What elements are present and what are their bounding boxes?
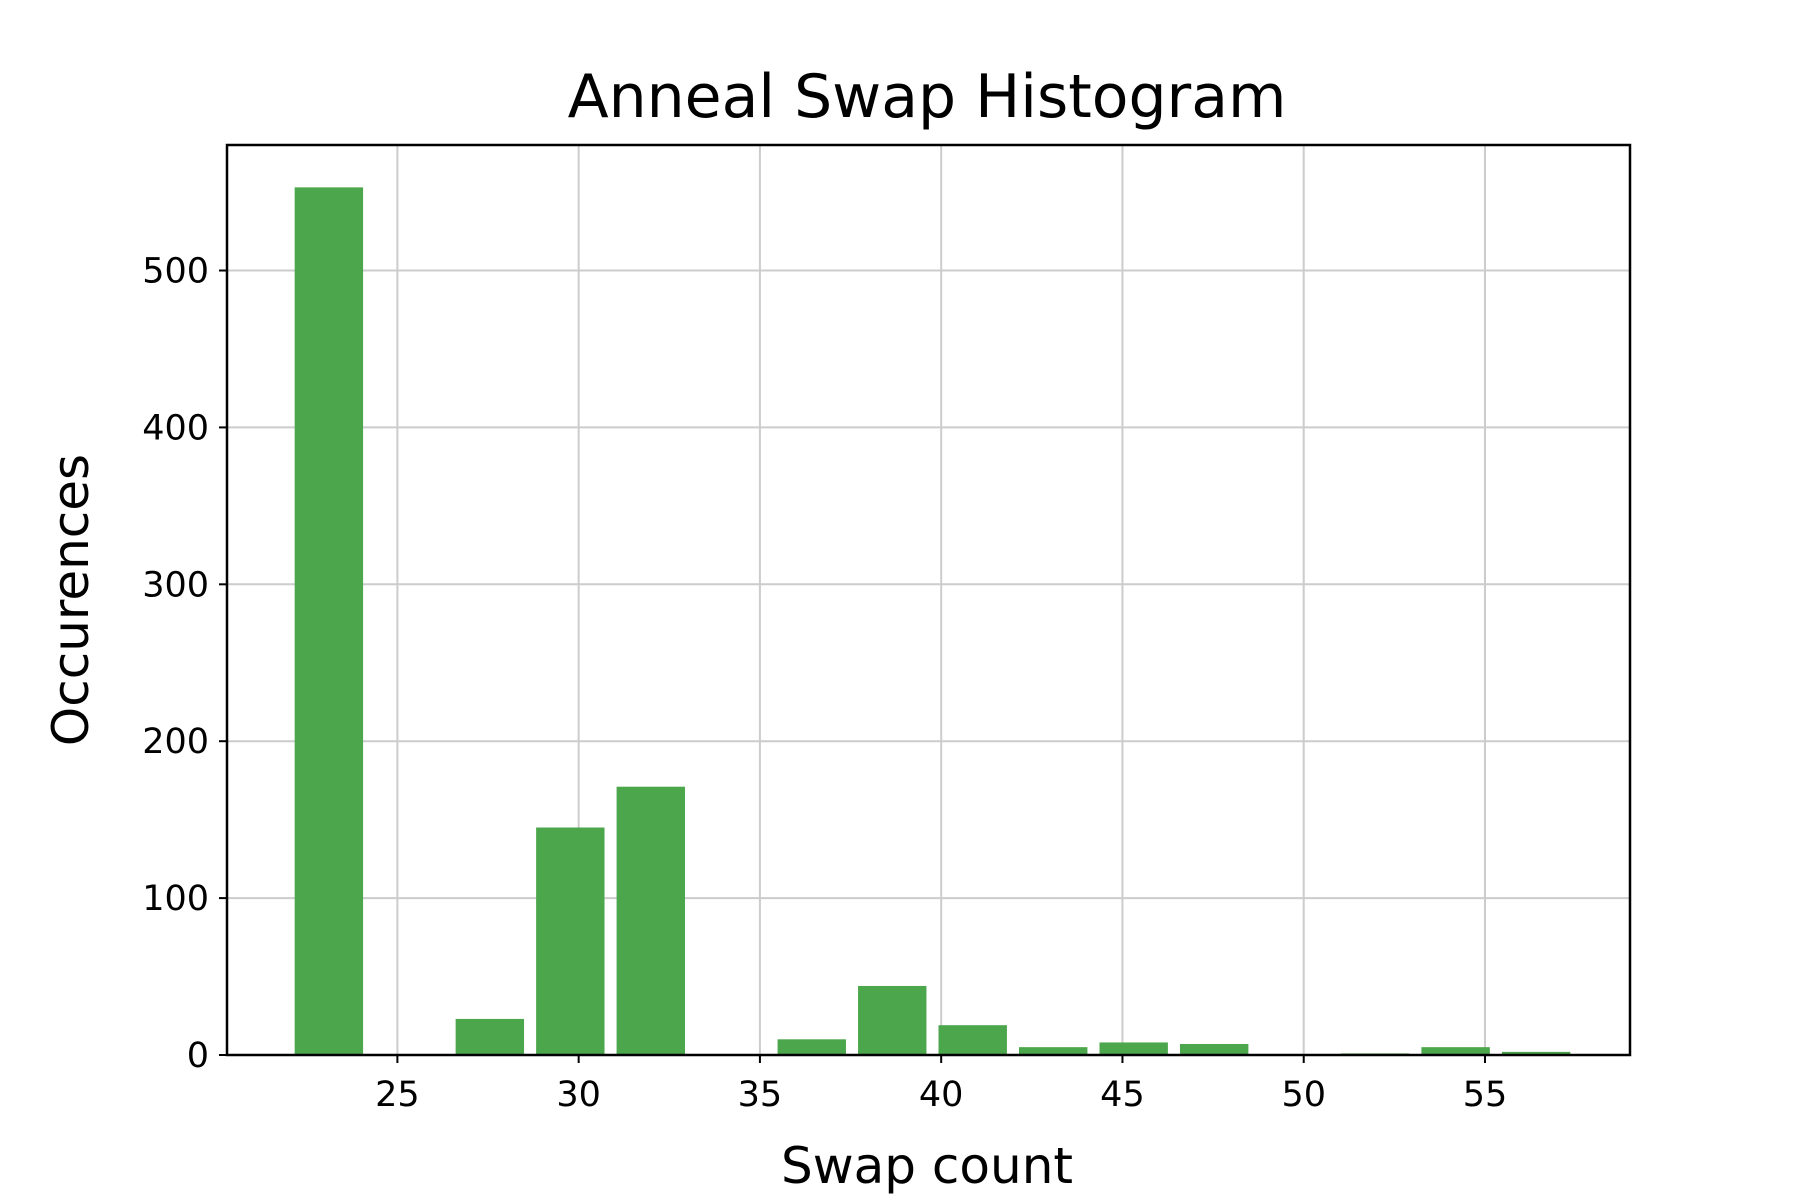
plot-frame [225, 143, 1632, 1057]
x-tick-label: 25 [375, 1075, 420, 1115]
histogram-bar [294, 187, 364, 1056]
histogram-bar [1099, 1042, 1168, 1055]
x-tick-label: 50 [1281, 1075, 1326, 1115]
y-tick-label: 500 [142, 252, 209, 292]
histogram-bar [938, 1025, 1007, 1055]
ticks: 25 30 35 40 45 50 55 0 100 200 300 400 500 [142, 252, 1507, 1115]
histogram-bar [1501, 1051, 1571, 1055]
histogram-bar [858, 985, 927, 1055]
histogram-bar [777, 1039, 846, 1055]
histogram-bar [616, 786, 686, 1055]
y-tick-label: 200 [142, 722, 209, 762]
histogram-bar [1019, 1047, 1088, 1055]
x-tick-label: 45 [1100, 1075, 1145, 1115]
chart-title: Anneal Swap Histogram [568, 62, 1287, 132]
grid [227, 145, 1630, 1055]
histogram-bar [1421, 1047, 1490, 1055]
x-axis-label: Swap count [781, 1137, 1073, 1195]
histogram-bar [536, 827, 605, 1055]
y-tick-label: 0 [187, 1036, 209, 1076]
x-tick-label: 35 [738, 1075, 783, 1115]
x-tick-label: 30 [556, 1075, 601, 1115]
y-tick-label: 300 [142, 565, 209, 605]
y-tick-label: 100 [142, 879, 209, 919]
x-tick-label: 55 [1463, 1075, 1508, 1115]
bars [294, 187, 1571, 1056]
histogram-bar [1179, 1044, 1249, 1055]
histogram-bar [455, 1018, 525, 1055]
y-tick-label: 400 [142, 408, 209, 448]
x-tick-label: 40 [919, 1075, 964, 1115]
y-axis-label: Occurences [42, 454, 100, 746]
